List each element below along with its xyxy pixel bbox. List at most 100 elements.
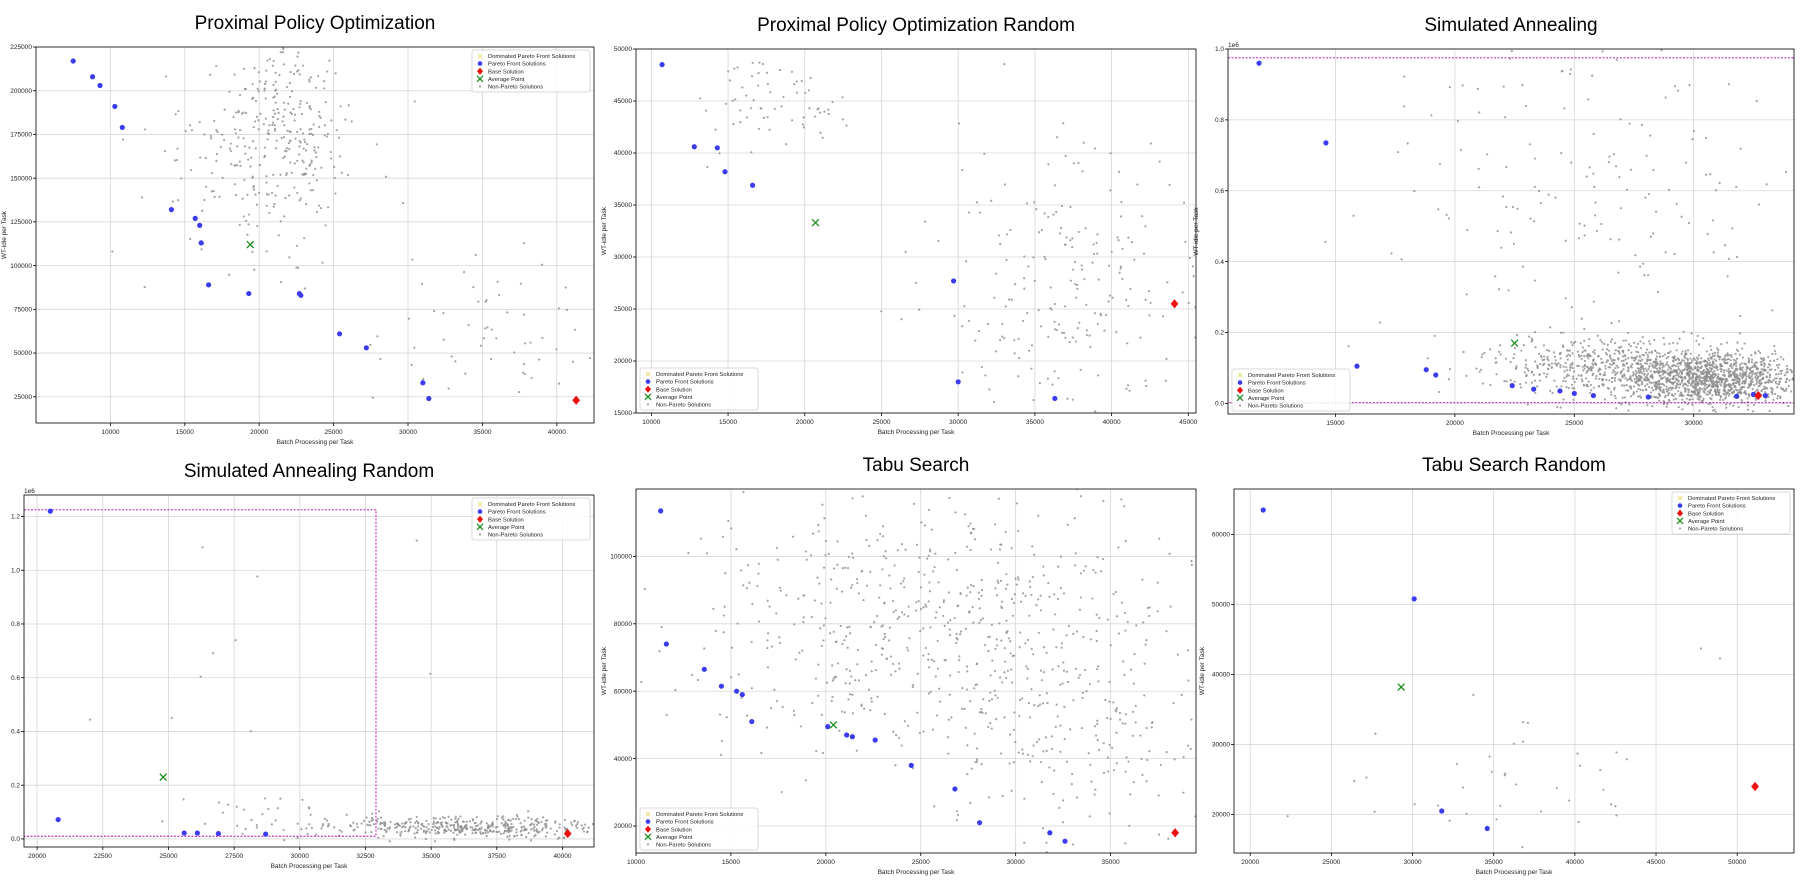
data-layer [24,508,594,843]
non-pareto-point [210,190,214,193]
non-pareto-point [1062,122,1065,125]
non-pareto-point [1148,749,1151,753]
y-tick-label: 40000 [614,756,632,763]
pareto-point [1047,830,1053,836]
non-pareto-point [805,558,808,561]
non-pareto-point [573,328,577,331]
non-pareto-point [1124,770,1127,773]
non-pareto-point [1583,359,1586,363]
non-pareto-point [1585,377,1588,380]
non-pareto-point [1729,359,1732,362]
non-pareto-point [768,605,771,608]
non-pareto-point [252,140,255,143]
non-pareto-point [841,567,844,570]
non-pareto-point [315,179,318,182]
non-pareto-point [1590,389,1593,392]
non-pareto-point [228,90,231,93]
non-pareto-point [1072,632,1075,635]
non-pareto-point [415,820,418,823]
non-pareto-point [1600,222,1603,226]
non-pareto-point [844,566,847,569]
non-pareto-point [1109,644,1112,647]
non-pareto-point [1546,372,1549,376]
non-pareto-point [298,106,301,109]
y-tick-label: 25000 [14,394,32,401]
non-pareto-point [1686,384,1689,387]
non-pareto-point [295,266,298,269]
non-pareto-point [1347,345,1350,348]
non-pareto-point [1063,705,1066,708]
non-pareto-point [241,197,244,200]
non-pareto-point [827,552,830,555]
non-pareto-point [313,149,316,152]
non-pareto-point [1691,385,1694,388]
non-pareto-point [1406,142,1409,145]
non-pareto-point [804,550,807,553]
non-pareto-point [304,203,308,206]
non-pareto-point [1767,355,1770,359]
non-pareto-point [1433,334,1436,338]
non-pareto-point [1559,331,1563,334]
non-pareto-point [1571,344,1574,347]
non-pareto-point [979,619,983,622]
non-pareto-point [778,586,781,589]
non-pareto-point [1117,239,1120,242]
non-pareto-point [1115,710,1118,713]
non-pareto-point [1680,352,1683,356]
non-pareto-point [1686,371,1689,375]
non-pareto-point [338,155,341,158]
non-pareto-point [215,129,218,132]
non-pareto-point [450,355,453,358]
non-pareto-point [399,832,402,835]
non-pareto-point [1013,352,1016,355]
non-pareto-point [1669,378,1672,381]
non-pareto-point [1630,351,1633,354]
non-pareto-point [244,111,248,115]
non-pareto-point [458,831,461,834]
non-pareto-point [1606,359,1609,362]
non-pareto-point [310,127,313,131]
non-pareto-point [565,308,568,311]
non-pareto-point [1014,577,1017,580]
non-pareto-point [1055,703,1058,706]
legend-marker [646,843,650,846]
non-pareto-point [1631,374,1634,377]
non-pareto-point [1642,370,1645,373]
non-pareto-point [1494,357,1497,360]
non-pareto-point [872,621,876,624]
non-pareto-point [265,181,268,184]
non-pareto-point [780,105,783,108]
non-pareto-point [1666,372,1669,375]
non-pareto-point [541,336,544,340]
non-pareto-point [1684,377,1687,380]
non-pareto-point [369,824,372,827]
non-pareto-point [479,344,482,347]
non-pareto-point [1610,363,1614,366]
non-pareto-point [1580,374,1583,377]
non-pareto-point [933,805,936,808]
non-pareto-point [1189,747,1192,751]
non-pareto-point [1595,229,1599,232]
non-pareto-point [1096,738,1099,742]
non-pareto-point [1038,231,1041,234]
non-pareto-point [1526,367,1529,371]
non-pareto-point [257,119,260,122]
non-pareto-point [1737,377,1740,380]
non-pareto-point [1088,815,1091,818]
non-pareto-point [1165,630,1168,633]
non-pareto-point [751,61,754,65]
non-pareto-point [574,824,578,827]
non-pareto-point [1774,380,1777,383]
non-pareto-point [1526,721,1530,724]
chart-title: Tabu Search [863,455,970,476]
non-pareto-point [1639,265,1642,268]
non-pareto-point [247,213,250,216]
non-pareto-point [272,59,275,62]
non-pareto-point [1122,660,1125,663]
non-pareto-point [987,725,990,729]
non-pareto-point [1754,352,1757,355]
pareto-point [1762,392,1768,399]
y-offset-label: 1e6 [1228,42,1239,49]
non-pareto-point [425,819,428,823]
